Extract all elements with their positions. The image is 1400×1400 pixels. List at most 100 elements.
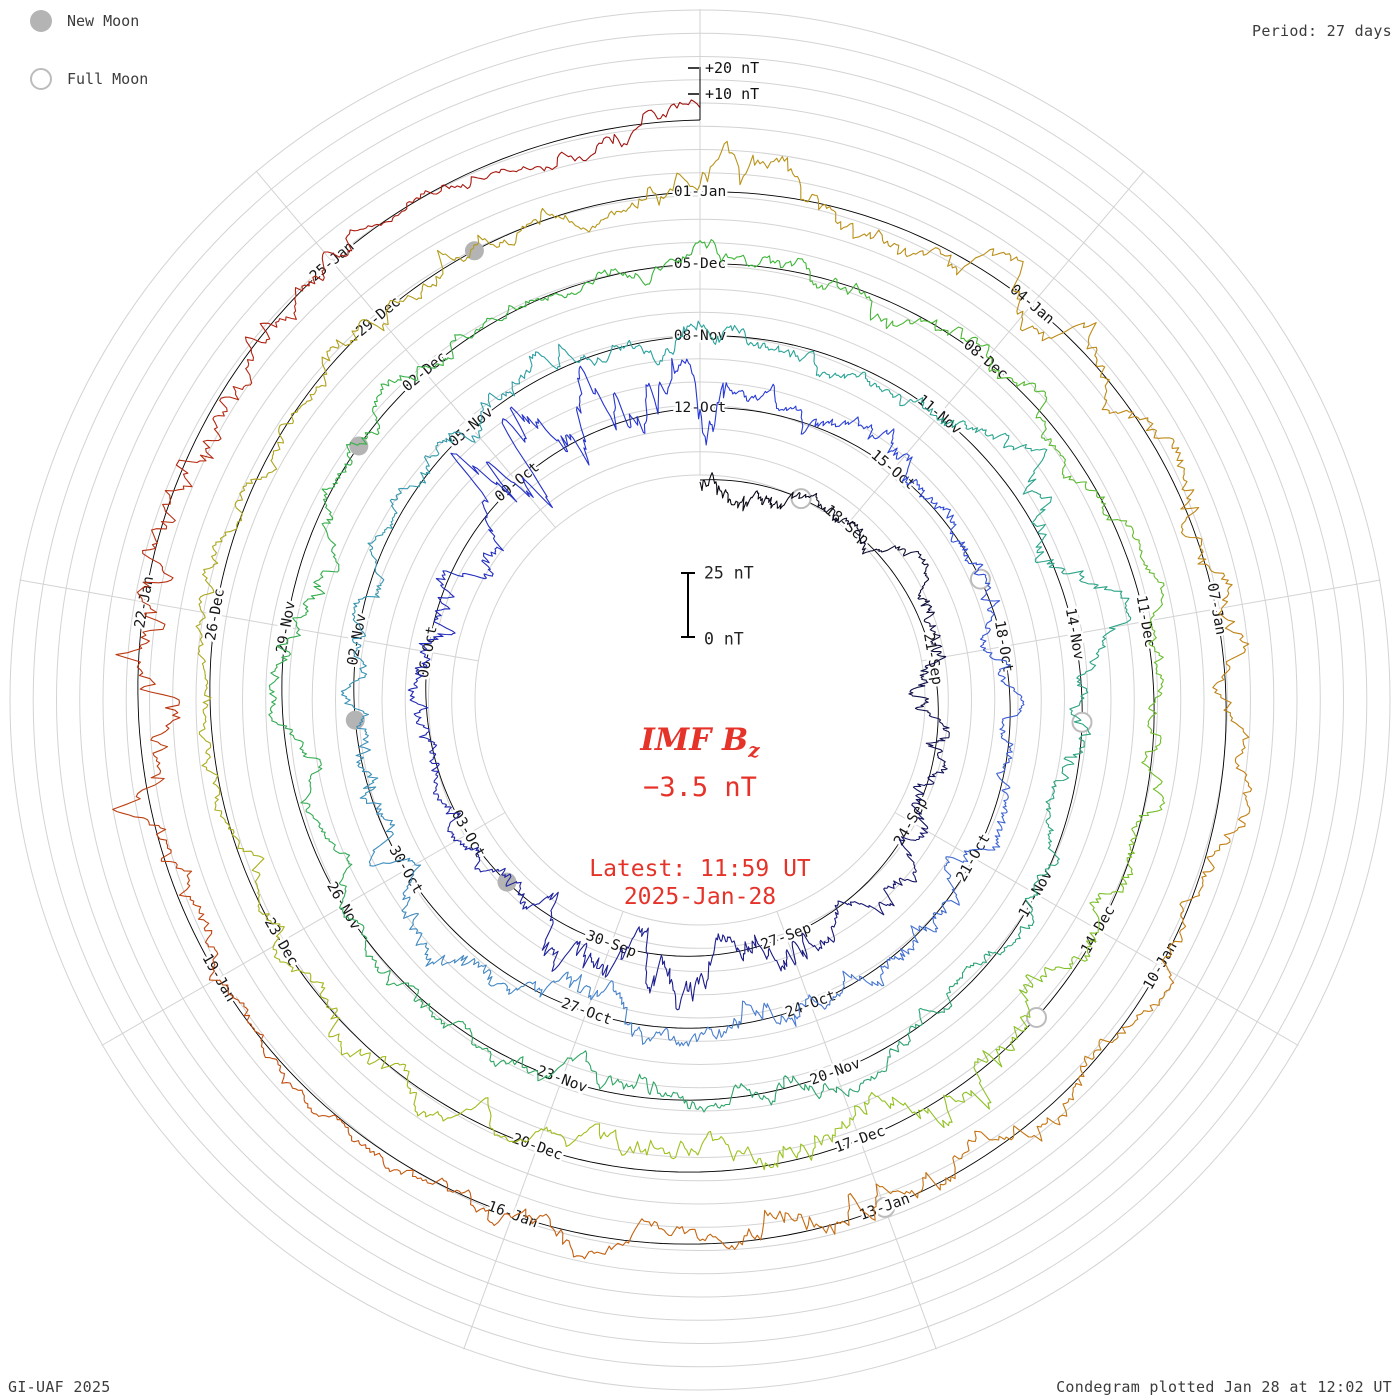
scale-bar-top-label: 25 nT — [704, 564, 754, 583]
bz-data-segment — [505, 271, 600, 315]
bz-data-segment — [389, 1169, 512, 1227]
bz-data-segment — [383, 248, 474, 326]
bz-data-segment — [339, 907, 398, 987]
bz-data-segment — [837, 416, 907, 460]
date-label: 16-Jan — [485, 1199, 540, 1232]
bz-data-segment — [195, 611, 212, 730]
grid-circle — [381, 381, 1019, 1019]
bz-data-segment — [1083, 970, 1175, 1066]
bz-data-segment — [660, 1017, 739, 1047]
bz-data-segment — [847, 520, 904, 555]
bz-data-segment — [1147, 620, 1164, 727]
bz-data-segment — [996, 717, 1014, 791]
bz-data-segment — [473, 1044, 570, 1082]
bz-data-segment — [903, 548, 930, 603]
bz-data-segment — [737, 997, 809, 1029]
bz-data-segment — [632, 357, 701, 434]
date-label: 14-Nov — [1062, 607, 1087, 662]
bz-data-segment — [761, 1183, 878, 1235]
bz-data-segment — [803, 261, 888, 329]
bz-data-segment — [1089, 828, 1138, 931]
bz-data-segment — [746, 490, 802, 510]
bz-data-segment — [1018, 929, 1099, 1011]
plus20-label: +20 nT — [705, 59, 759, 77]
bz-data-segment — [1131, 725, 1166, 830]
baseline-spiral — [137, 119, 1227, 1245]
bz-data-segment — [302, 319, 385, 406]
bz-data-segment — [1033, 804, 1060, 896]
bz-data-segment — [893, 827, 929, 886]
bz-data-segment — [450, 452, 530, 552]
full-moon-marker — [790, 488, 812, 510]
bz-data-segment — [472, 207, 590, 249]
bz-data-segment — [321, 441, 359, 541]
bz-data-segment — [244, 251, 325, 365]
bz-data-segment — [791, 905, 839, 964]
bz-data-segment — [1048, 438, 1119, 521]
bz-data-segment — [932, 853, 969, 921]
new-moon-label: New Moon — [67, 12, 140, 30]
new-moon-icon — [30, 10, 52, 32]
grid-spoke — [255, 170, 556, 528]
bz-data-segment — [667, 933, 729, 1011]
bz-data-segment — [727, 934, 797, 972]
bz-data-segment — [338, 1040, 427, 1118]
bz-data-segment — [236, 838, 285, 947]
bz-data-segment — [312, 815, 353, 909]
bz-data-segment — [407, 650, 431, 717]
bz-data-segment — [290, 1085, 391, 1172]
bz-data-segment — [340, 638, 370, 721]
bz-data-segment — [435, 547, 497, 592]
date-label: 08-Dec — [960, 337, 1010, 383]
full-moon-icon — [30, 68, 52, 90]
bz-data-segment — [1117, 519, 1165, 621]
grid-spoke — [921, 579, 1381, 662]
bz-data-segment — [908, 656, 947, 714]
bz-data-segment — [478, 365, 533, 438]
bz-data-segment — [598, 240, 701, 286]
bz-data-segment — [1069, 627, 1116, 723]
bz-data-segment — [277, 724, 323, 817]
bz-data-segment — [834, 883, 896, 916]
bz-data-segment — [136, 477, 193, 602]
bz-data-segment — [541, 923, 604, 972]
bz-data-segment — [351, 560, 385, 640]
date-label: 05-Nov — [446, 404, 497, 450]
bz-data-segment — [396, 982, 474, 1046]
grid-spoke — [844, 170, 1145, 528]
bz-data-segment — [456, 839, 512, 883]
bz-data-segment — [1162, 853, 1215, 971]
date-label: 06-Oct — [416, 625, 441, 679]
date-label: 20-Dec — [510, 1131, 565, 1164]
bz-data-segment — [112, 730, 172, 862]
date-label: 20-Nov — [808, 1056, 863, 1089]
bz-data-segment — [638, 1218, 763, 1250]
bz-data-segment — [508, 971, 592, 1000]
bz-data-segment — [925, 713, 950, 774]
bz-data-segment — [175, 363, 253, 479]
bz-data-segment — [355, 719, 379, 801]
plus10-label: +10 nT — [705, 85, 759, 103]
bz-data-segment — [570, 99, 701, 162]
bz-data-segment — [357, 366, 421, 446]
bz-data-segment — [961, 1010, 1031, 1110]
period-label: Period: 27 days — [1252, 22, 1392, 40]
scale-bar-bottom-label: 0 nT — [704, 630, 744, 649]
bz-data-segment — [699, 324, 783, 353]
full-moon-marker — [969, 568, 991, 590]
bz-data-segment — [915, 962, 982, 1029]
date-label: 02-Nov — [345, 612, 370, 667]
bz-data-segment — [1045, 721, 1092, 806]
bz-data-segment — [237, 404, 304, 502]
bz-data-segment — [569, 1050, 656, 1096]
grid-spoke — [894, 812, 1299, 1046]
bz-data-segment — [161, 860, 219, 981]
bz-data-segment — [528, 343, 617, 370]
bz-data-segment — [367, 485, 413, 561]
bz-data-segment — [982, 649, 1025, 719]
bz-data-segment — [268, 629, 301, 725]
bz-data-segment — [511, 1208, 640, 1260]
bz-data-segment — [963, 789, 1009, 855]
